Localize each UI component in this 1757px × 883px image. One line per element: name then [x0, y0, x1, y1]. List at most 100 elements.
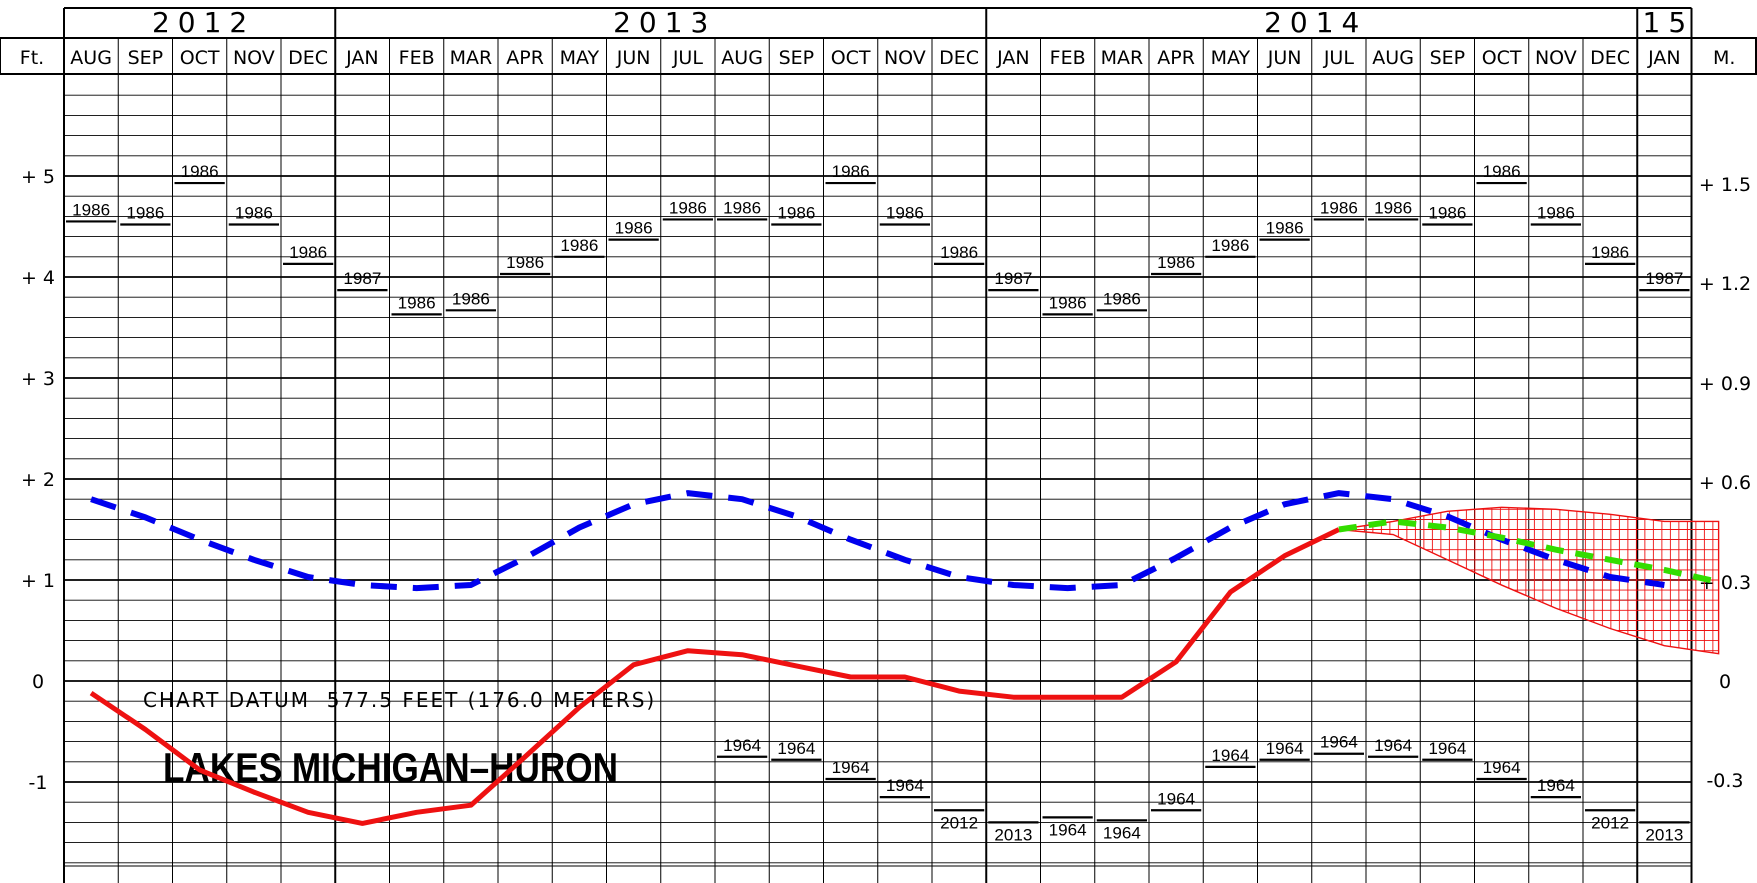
record-high-year-label: 1986 [506, 253, 544, 272]
month-label: MAY [560, 47, 600, 69]
month-label: NOV [1535, 47, 1577, 69]
left-axis-tick-label: + 3 [21, 368, 55, 390]
month-label: AUG [70, 47, 112, 69]
month-label: OCT [1482, 47, 1522, 69]
right-axis-tick-label: + 0.3 [1699, 572, 1751, 594]
record-high-year-label: 1986 [1049, 293, 1087, 312]
record-high-year-label: 1986 [181, 162, 219, 181]
record-high-year-label: 1987 [343, 269, 381, 288]
record-levels: 1986 1986 1986 1986 1986 1987 1986 1986 1986 1986… [66, 162, 1690, 844]
month-label: DEC [1590, 47, 1630, 69]
year-label: 2013 [613, 6, 716, 39]
month-label: MAR [450, 47, 493, 69]
chart-datum-note: CHART DATUM 577.5 FEET (176.0 METERS) [143, 688, 656, 712]
record-low-year-label: 1964 [1428, 739, 1466, 758]
month-label: MAY [1211, 47, 1251, 69]
record-high-year-label: 1986 [1157, 253, 1195, 272]
right-axis-tick-label: + 1.5 [1699, 174, 1751, 196]
month-label: FEB [1050, 47, 1086, 69]
record-high-year-label: 1986 [1591, 243, 1629, 262]
month-label: DEC [288, 47, 328, 69]
month-label: APR [1157, 47, 1195, 69]
left-axis-tick-label: -1 [29, 772, 48, 794]
right-axis-tick-label: + 0.9 [1699, 373, 1751, 395]
month-label: SEP [128, 47, 164, 69]
month-label: SEP [779, 47, 815, 69]
left-axis-unit-label: Ft. [20, 47, 44, 69]
year-label: 2014 [1264, 6, 1367, 39]
month-label: JUL [672, 47, 704, 69]
record-high-year-label: 1986 [1537, 203, 1575, 222]
record-high-year-label: 1986 [886, 203, 924, 222]
record-high-year-label: 1987 [1645, 269, 1683, 288]
record-high-year-label: 1986 [615, 219, 653, 238]
month-label: MAR [1101, 47, 1144, 69]
left-axis-tick-label: 0 [32, 671, 44, 693]
month-label: JUN [616, 47, 651, 69]
record-high-year-label: 1986 [1266, 219, 1304, 238]
forecast-level-line [1338, 518, 1720, 585]
record-high-year-label: 1986 [723, 198, 761, 217]
forecast-range-outline [1338, 506, 1720, 655]
month-label: JAN [345, 47, 378, 69]
month-label: APR [506, 47, 544, 69]
record-low-year-label: 1964 [1049, 820, 1087, 839]
record-low-year-label: 2013 [1645, 825, 1683, 844]
record-high-year-label: 1986 [1483, 162, 1521, 181]
record-low-year-label: 1964 [1483, 758, 1521, 777]
record-low-year-label: 1964 [723, 736, 761, 755]
record-low-year-label: 1964 [1320, 733, 1358, 752]
month-label: JAN [1647, 47, 1680, 69]
month-label: OCT [831, 47, 871, 69]
chart-title: LAKES MICHIGAN–HURON [163, 744, 618, 791]
left-axis-tick-label: + 1 [21, 570, 55, 592]
year-label: 2012 [152, 6, 255, 39]
record-high-year-label: 1986 [560, 236, 598, 255]
record-low-year-label: 1964 [832, 758, 870, 777]
recorded-level-line [89, 527, 1340, 826]
year-label: 15 [1643, 6, 1695, 39]
month-label: AUG [721, 47, 763, 69]
record-low-year-label: 1964 [1211, 746, 1249, 765]
record-high-year-label: 1986 [452, 289, 490, 308]
record-high-year-label: 1986 [72, 200, 110, 219]
record-low-year-label: 1964 [1537, 776, 1575, 795]
record-low-year-label: 1964 [1266, 739, 1304, 758]
month-label: JUN [1267, 47, 1302, 69]
record-low-year-label: 1964 [1157, 789, 1195, 808]
month-label: JAN [996, 47, 1029, 69]
record-low-year-label: 2012 [940, 813, 978, 832]
record-high-year-label: 1986 [832, 162, 870, 181]
record-high-year-label: 1986 [669, 198, 707, 217]
record-high-year-label: 1986 [940, 243, 978, 262]
record-high-year-label: 1986 [1320, 198, 1358, 217]
record-high-year-label: 1986 [289, 243, 327, 262]
record-high-year-label: 1986 [398, 293, 436, 312]
record-low-year-label: 2012 [1591, 813, 1629, 832]
left-axis-tick-label: + 2 [21, 469, 55, 491]
right-axis-tick-label: 0 [1719, 671, 1731, 693]
month-label: SEP [1430, 47, 1466, 69]
record-high-year-label: 1986 [126, 203, 164, 222]
record-low-year-label: 1964 [777, 739, 815, 758]
record-high-year-label: 1986 [777, 203, 815, 222]
record-low-year-label: 1964 [1374, 736, 1412, 755]
right-axis-unit-label: M. [1713, 47, 1735, 69]
chart-header: 2012 2013 2014 15 AUG SEP OCT NOV DEC JAN FEB MAR AP… [20, 6, 1736, 69]
record-high-year-label: 1987 [994, 269, 1032, 288]
record-high-year-label: 1986 [1211, 236, 1249, 255]
month-label: NOV [233, 47, 275, 69]
month-label: JUL [1323, 47, 1355, 69]
longterm-average-line [90, 490, 1665, 592]
left-axis-tick-label: + 5 [21, 166, 55, 188]
right-axis-tick-label: + 0.6 [1699, 472, 1751, 494]
right-axis-tick-label: + 1.2 [1699, 273, 1751, 295]
record-high-year-label: 1986 [235, 203, 273, 222]
month-label: DEC [939, 47, 979, 69]
record-low-year-label: 2013 [994, 825, 1032, 844]
month-label: NOV [884, 47, 926, 69]
record-high-year-label: 1986 [1428, 203, 1466, 222]
record-low-year-label: 1964 [886, 776, 924, 795]
month-label: OCT [180, 47, 220, 69]
